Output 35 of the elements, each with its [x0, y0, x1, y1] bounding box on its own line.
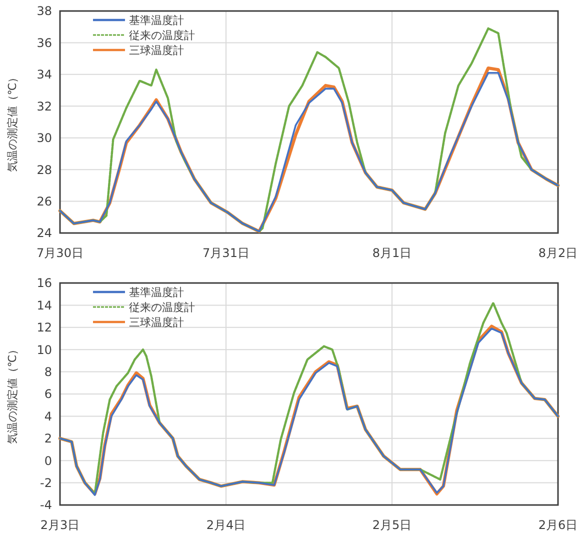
y-tick-label: 0 [44, 454, 52, 468]
y-tick-label: 6 [44, 387, 52, 402]
legend-label: 三球温度計 [129, 44, 184, 57]
legend-label: 三球温度計 [129, 316, 184, 329]
x-tick-label: 2月6日 [538, 518, 578, 532]
y-tick-label: 12 [36, 320, 52, 335]
y-tick-label: 10 [36, 342, 52, 357]
x-tick-label: 7月31日 [202, 246, 250, 260]
legend-label: 基準温度計 [129, 286, 184, 299]
y-tick-label: 16 [36, 276, 52, 290]
y-tick-label: 26 [36, 194, 52, 208]
y-tick-label: 8 [44, 365, 52, 379]
y-axis-title: 気温の測定値（℃） [6, 344, 19, 444]
y-tick-label: 2 [44, 432, 52, 446]
legend-label: 基準温度計 [129, 14, 184, 27]
y-tick-label: 32 [36, 99, 52, 114]
y-tick-label: 24 [36, 226, 52, 240]
y-tick-label: -4 [40, 498, 52, 512]
x-tick-label: 2月4日 [206, 518, 246, 532]
y-tick-label: -2 [40, 476, 52, 490]
y-tick-label: 38 [36, 4, 52, 18]
y-tick-label: 30 [36, 131, 52, 146]
x-tick-label: 7月30日 [36, 246, 84, 260]
y-tick-label: 28 [36, 162, 52, 177]
y-tick-label: 36 [36, 36, 52, 50]
legend-label: 従来の温度計 [129, 300, 195, 314]
x-tick-label: 8月2日 [538, 246, 578, 260]
y-axis-title: 気温の測定値（℃） [6, 72, 19, 172]
x-tick-label: 2月5日 [372, 518, 412, 532]
y-tick-label: 4 [44, 409, 52, 424]
x-tick-label: 2月3日 [40, 518, 80, 532]
x-tick-label: 8月1日 [372, 246, 412, 260]
y-tick-label: 14 [36, 298, 52, 312]
y-tick-label: 34 [36, 68, 52, 82]
legend-label: 従来の温度計 [129, 28, 195, 42]
